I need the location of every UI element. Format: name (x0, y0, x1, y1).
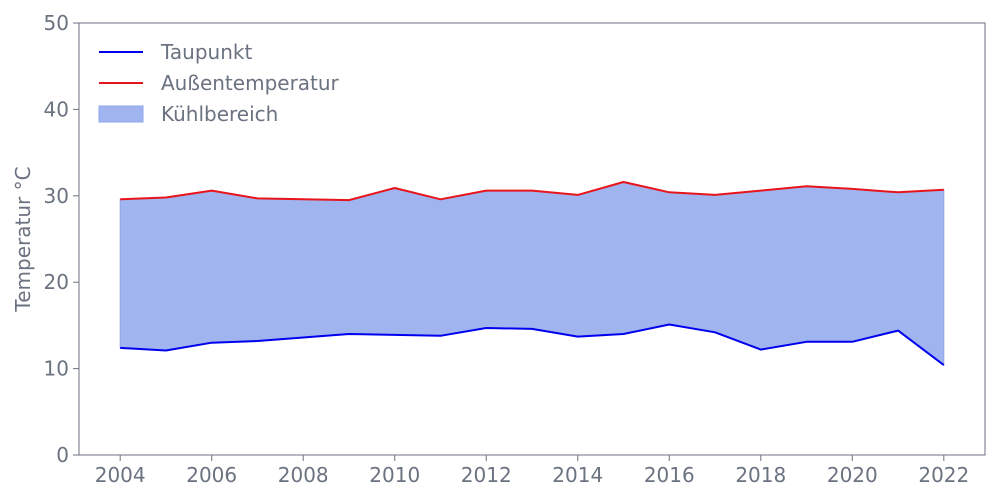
legend-label: Kühlbereich (161, 102, 278, 126)
y-tick-label: 20 (44, 270, 69, 294)
x-tick-label: 2016 (644, 463, 695, 487)
legend-label: Außentemperatur (161, 71, 340, 95)
y-tick-label: 10 (44, 357, 69, 381)
y-tick-label: 30 (44, 184, 69, 208)
x-tick-label: 2012 (461, 463, 512, 487)
x-tick-label: 2008 (278, 463, 329, 487)
y-axis-title: Temperatur °C (11, 166, 35, 312)
x-tick-label: 2006 (186, 463, 237, 487)
x-tick-label: 2022 (918, 463, 969, 487)
legend-swatch (98, 105, 144, 123)
x-tick-label: 2004 (95, 463, 146, 487)
y-axis: 0 10 20 30 40 50 (44, 11, 79, 467)
x-tick-label: 2010 (369, 463, 420, 487)
x-axis: 2004 2006 2008 2010 2012 2014 2016 2018 2020 2022 (95, 455, 969, 487)
x-tick-label: 2018 (735, 463, 786, 487)
fill-area-kuehlbereich (119, 181, 945, 367)
y-tick-label: 40 (44, 97, 69, 121)
x-tick-label: 2014 (552, 463, 603, 487)
x-tick-label: 2020 (827, 463, 878, 487)
legend-label: Taupunkt (160, 40, 252, 64)
plot-frame (78, 22, 986, 456)
legend: Taupunkt Außentemperatur Kühlbereich (98, 40, 340, 126)
y-tick-label: 50 (44, 11, 69, 35)
fill-layer (119, 181, 945, 367)
line-layer (120, 181, 945, 366)
y-tick-label: 0 (56, 443, 69, 467)
